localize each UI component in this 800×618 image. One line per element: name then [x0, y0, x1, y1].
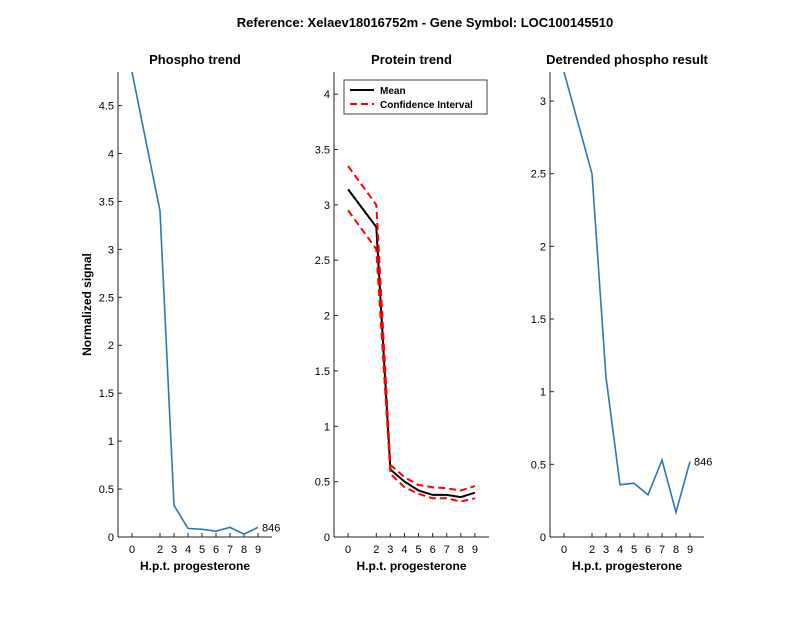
y-tick-label: 1.5: [315, 366, 330, 378]
legend-entry-ci: Confidence Interval: [380, 100, 473, 111]
x-tick-label: 3: [171, 544, 177, 556]
y-tick-label: 3: [324, 200, 330, 212]
series-line: [563, 71, 691, 516]
y-tick-label: 1: [540, 387, 546, 399]
x-tick-label: 7: [444, 544, 450, 556]
confidence-interval-line-2: [347, 209, 476, 503]
x-tick-label: 3: [603, 544, 609, 556]
y-tick-label: 3: [540, 96, 546, 108]
y-tick-label: 0: [540, 532, 546, 544]
figure-suptitle: Reference: Xelaev18016752m - Gene Symbol…: [237, 15, 614, 30]
y-tick-label: 2: [540, 241, 546, 253]
x-tick-label: 0: [129, 544, 135, 556]
y-tick-label: 2.5: [99, 292, 114, 304]
x-tick-label: 3: [387, 544, 393, 556]
x-tick-label: 2: [373, 544, 379, 556]
x-tick-label: 4: [185, 544, 191, 556]
legend-box: [343, 79, 488, 115]
x-tick-label: 9: [687, 544, 693, 556]
x-tick-label: 5: [415, 544, 421, 556]
legend: Mean Confidence Interval: [343, 79, 488, 115]
legend-entry-mean: Mean: [380, 86, 406, 97]
x-tick-label: 4: [401, 544, 407, 556]
x-tick-label: 8: [458, 544, 464, 556]
y-tick-label: 0.5: [99, 484, 114, 496]
x-tick-label: 2: [157, 544, 163, 556]
x-tick-label: 4: [617, 544, 623, 556]
y-tick-label: 2.5: [315, 255, 330, 267]
x-tick-label: 5: [631, 544, 637, 556]
x-tick-label: 9: [472, 544, 478, 556]
confidence-interval-line-1: [347, 165, 476, 492]
x-tick-label: 0: [345, 544, 351, 556]
y-tick-label: 3.5: [99, 196, 114, 208]
mean-line: [347, 188, 476, 499]
x-tick-label: 8: [241, 544, 247, 556]
y-tick-label: 0: [108, 532, 114, 544]
y-tick-label: 3.5: [315, 145, 330, 157]
x-tick-label: 6: [430, 544, 436, 556]
subplot-title: Detrended phospho result: [546, 52, 708, 67]
x-tick-label: 6: [645, 544, 651, 556]
y-tick-label: 1: [324, 421, 330, 433]
y-tick-label: 1.5: [99, 388, 114, 400]
y-tick-label: 0.5: [315, 477, 330, 489]
y-tick-label: 2: [108, 340, 114, 352]
x-tick-label: 7: [227, 544, 233, 556]
x-axis-label: H.p.t. progesterone: [572, 559, 682, 573]
y-tick-label: 3: [108, 244, 114, 256]
y-tick-label: 0.5: [531, 459, 546, 471]
y-tick-label: 1: [108, 436, 114, 448]
series-end-label: 846: [262, 522, 280, 534]
subplot-title: Phospho trend: [149, 52, 241, 67]
y-tick-label: 4: [108, 148, 114, 160]
series-end-label: 846: [694, 456, 712, 468]
y-tick-label: 1.5: [531, 314, 546, 326]
y-axis-label: Normalized signal: [80, 253, 94, 356]
series-line: [131, 71, 259, 535]
y-tick-label: 0: [324, 532, 330, 544]
y-tick-label: 4.5: [99, 101, 114, 113]
y-tick-label: 2: [324, 311, 330, 323]
x-tick-label: 7: [659, 544, 665, 556]
x-tick-label: 6: [213, 544, 219, 556]
x-axis-label: H.p.t. progesterone: [356, 559, 466, 573]
y-tick-label: 4: [324, 89, 330, 101]
x-tick-label: 9: [255, 544, 261, 556]
x-tick-label: 0: [561, 544, 567, 556]
subplot-title: Protein trend: [371, 52, 452, 67]
x-tick-label: 2: [589, 544, 595, 556]
y-tick-label: 2.5: [531, 169, 546, 181]
x-tick-label: 8: [673, 544, 679, 556]
x-tick-label: 5: [199, 544, 205, 556]
x-axis-label: H.p.t. progesterone: [140, 559, 250, 573]
